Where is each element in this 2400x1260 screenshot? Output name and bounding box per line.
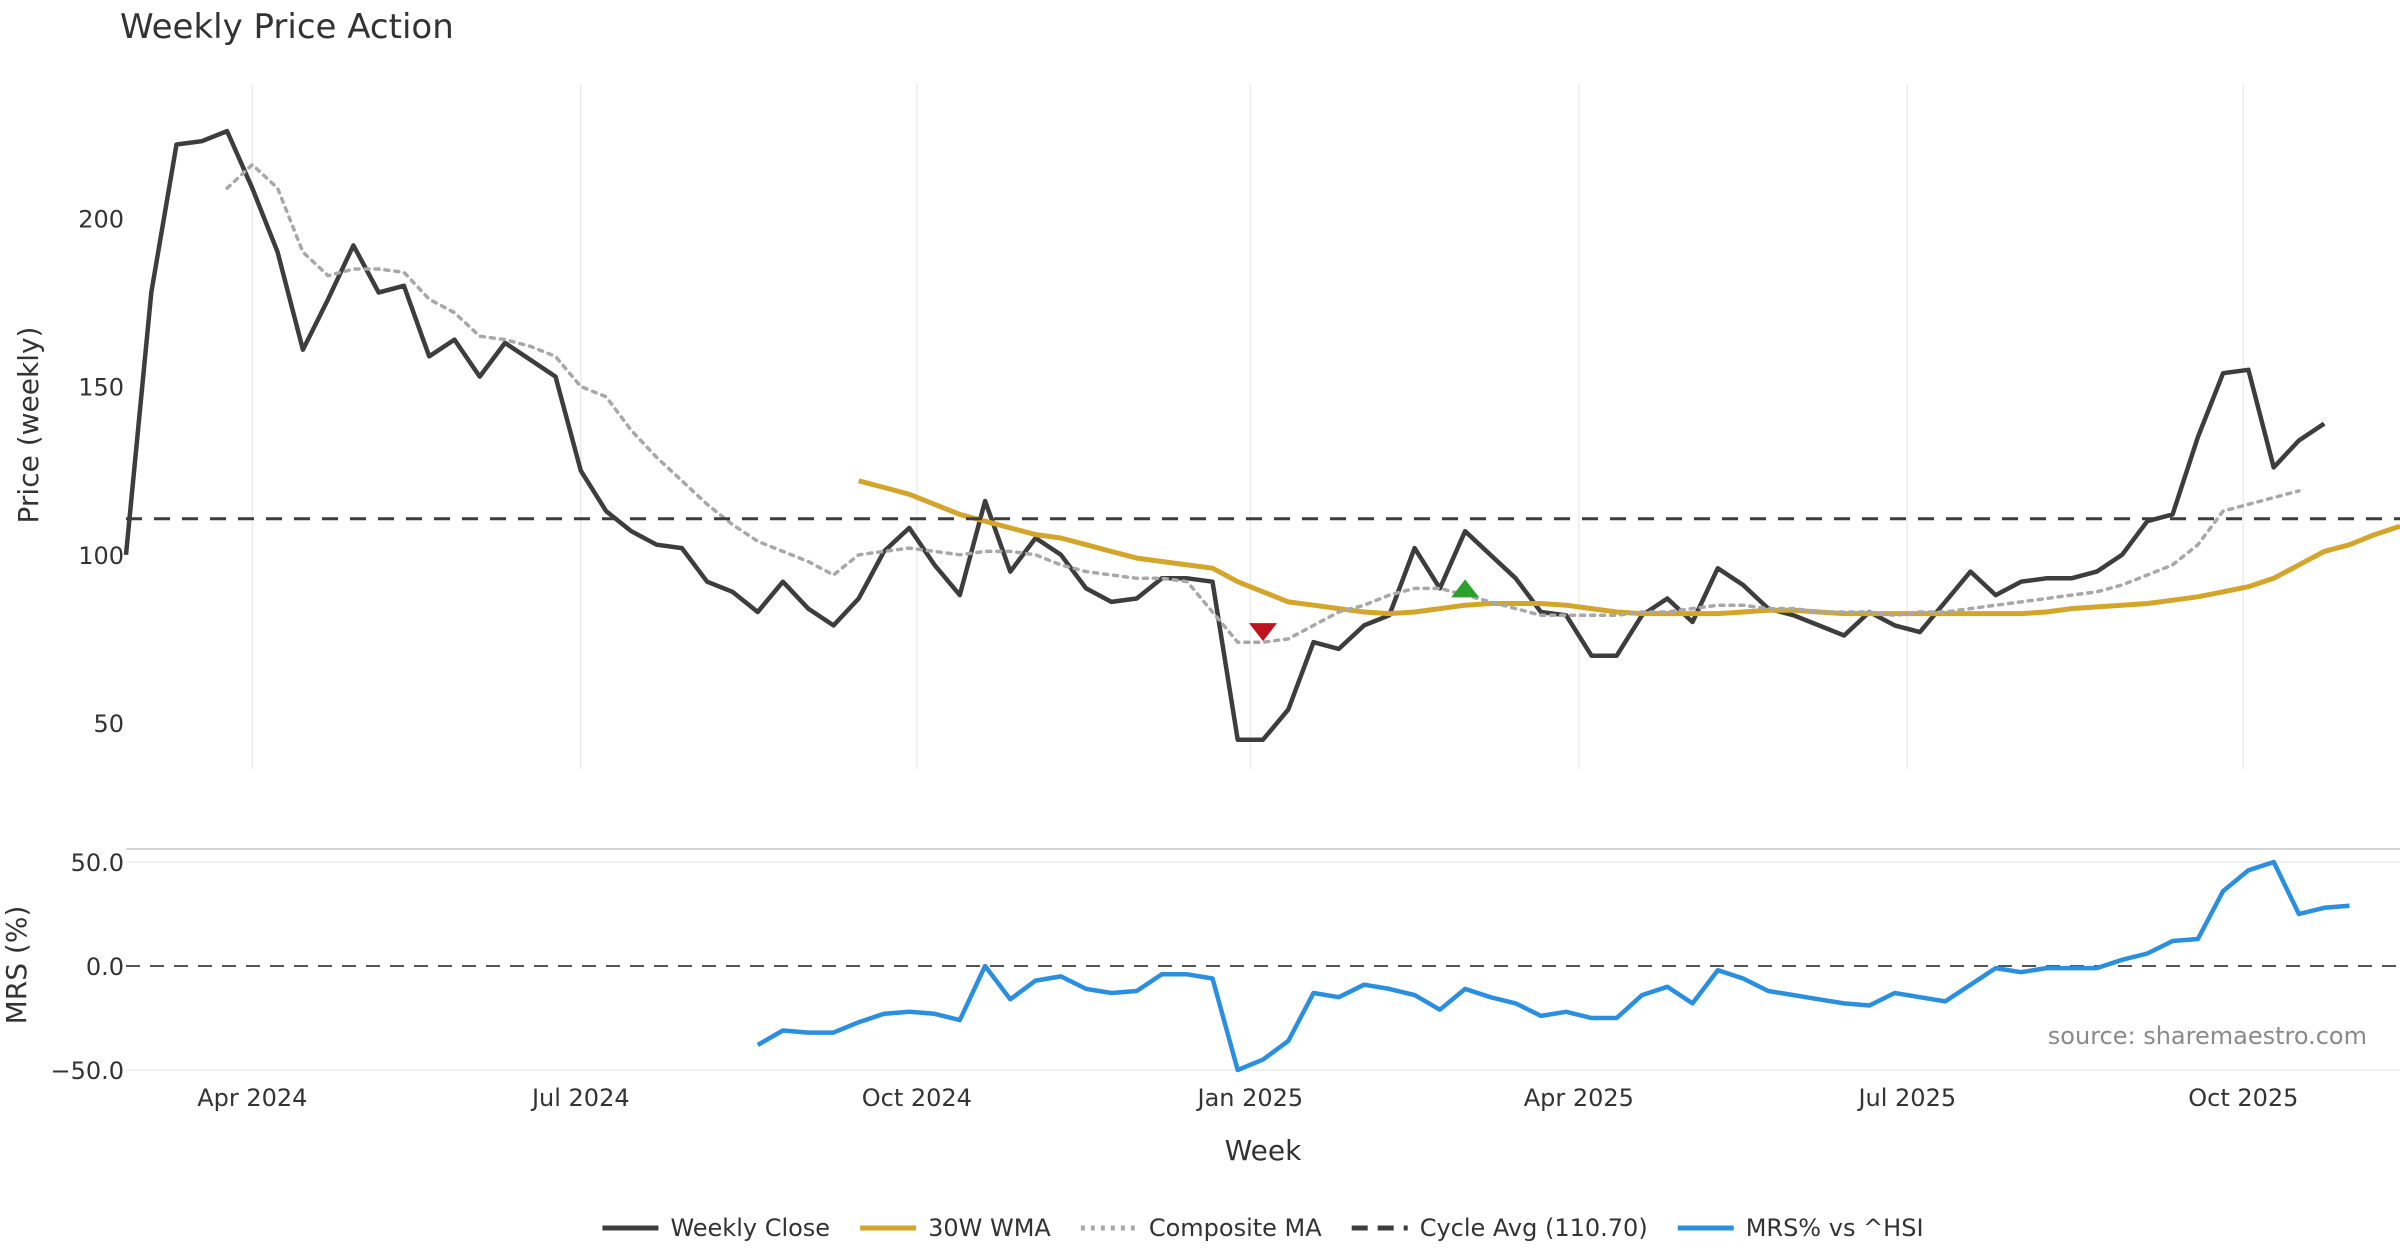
mrs-y-label: MRS (%): [0, 906, 33, 1025]
mrs-y-tick-1: 0.0: [86, 953, 124, 981]
mrs-y-ticks: 50.0 0.0 −50.0: [50, 849, 124, 1085]
mrs-y-tick-0: 50.0: [71, 849, 124, 877]
legend-label-cycle-avg-110-70: Cycle Avg (110.70): [1420, 1214, 1648, 1242]
x-tick-5: Jul 2025: [1856, 1084, 1956, 1112]
price-series: [123, 128, 2400, 742]
mrs-gridlines: [126, 861, 2400, 1071]
price-y-tick-1: 100: [78, 542, 124, 570]
series-30w-wma: [858, 478, 2400, 617]
price-gridlines: [251, 84, 2245, 769]
series-weekly-close: [123, 128, 2326, 742]
mrs-series: [756, 859, 2350, 1073]
price-y-ticks: 50 100 150 200: [78, 206, 124, 738]
legend-label-30w-wma: 30W WMA: [928, 1214, 1051, 1242]
price-y-label: Price (weekly): [12, 327, 45, 524]
legend-label-composite-ma: Composite MA: [1149, 1214, 1322, 1242]
x-tick-4: Apr 2025: [1524, 1084, 1634, 1112]
mrs-y-tick-2: −50.0: [50, 1057, 124, 1085]
price-y-tick-3: 200: [78, 206, 124, 234]
legend-label-mrs-vs-hsi: MRS% vs ^HSI: [1746, 1214, 1924, 1242]
source-note: source: sharemaestro.com: [2048, 1022, 2367, 1050]
price-y-tick-0: 50: [93, 710, 124, 738]
x-tick-3: Jan 2025: [1196, 1084, 1304, 1112]
series-mrs-vs-hsi: [756, 859, 2350, 1073]
x-axis-label: Week: [1225, 1134, 1302, 1167]
x-tick-2: Oct 2024: [862, 1084, 972, 1112]
signal-markers: [1249, 579, 1480, 642]
x-tick-0: Apr 2024: [197, 1084, 307, 1112]
legend: Weekly Close 30W WMA Composite MA Cycle Avg…: [602, 1214, 1924, 1242]
chart-title: Weekly Price Action: [120, 7, 454, 47]
legend-label-weekly-close: Weekly Close: [670, 1214, 830, 1242]
up-marker: [1451, 579, 1480, 598]
x-tick-6: Oct 2025: [2188, 1084, 2298, 1112]
down-marker: [1249, 623, 1277, 642]
x-ticks: Apr 2024 Jul 2024 Oct 2024 Jan 2025 Apr 2025…: [197, 1084, 2298, 1112]
x-tick-1: Jul 2024: [530, 1084, 630, 1112]
series-composite-ma: [225, 162, 2301, 644]
price-y-tick-2: 150: [78, 374, 124, 402]
